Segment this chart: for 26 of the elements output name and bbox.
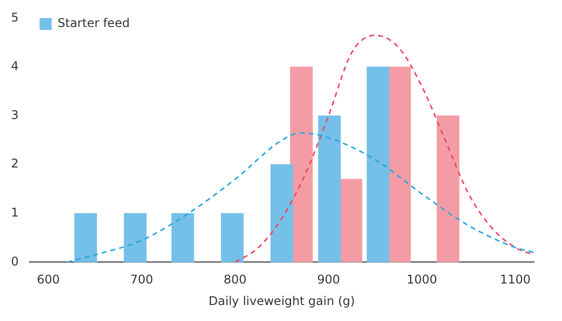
bar [366,66,390,262]
y-tick-label: 2 [10,156,19,171]
line-series [66,132,534,262]
x-tick-label: 900 [317,272,340,287]
bar [318,115,341,262]
bar [270,164,294,262]
x-tick-label: 600 [36,272,60,287]
bar [171,213,194,262]
x-tick-label: 700 [130,272,154,287]
y-tick-label: 1 [10,206,19,220]
x-tick-label: 1100 [500,272,531,287]
x-tick-label: 1000 [406,272,438,287]
bar [290,66,313,262]
legend-label: Starter feed [58,16,130,30]
bar [220,213,244,262]
x-tick-label: 800 [224,272,247,287]
y-tick-label: 3 [10,108,19,122]
bar [388,66,411,262]
y-tick-label: 0 [10,254,19,268]
bar [74,213,98,262]
x-axis-title: Daily liveweight gain (g) [208,294,355,308]
y-tick-label: 4 [10,59,19,74]
bar [436,115,460,262]
bar [124,213,147,262]
bar [340,178,362,262]
y-tick-label: 5 [10,10,19,24]
